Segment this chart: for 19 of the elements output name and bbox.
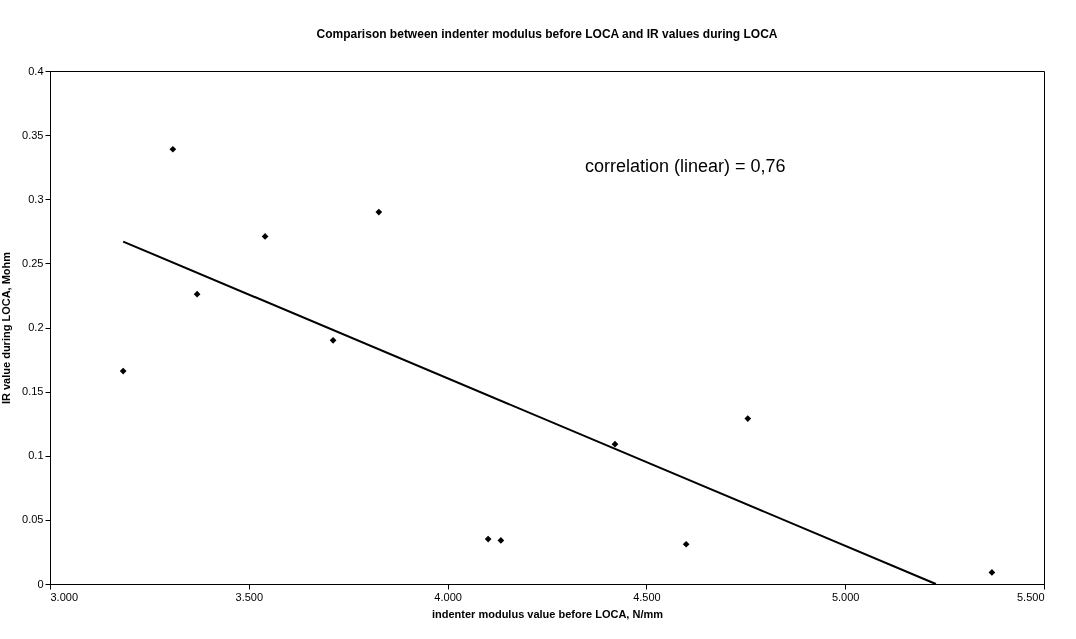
y-tick-label: 0.1 — [28, 449, 44, 462]
x-tick-label: 3.000 — [50, 590, 79, 603]
y-tick-label: 0.15 — [22, 385, 44, 398]
x-tick-label: 4.000 — [434, 590, 462, 603]
y-tick-label: 0 — [37, 577, 44, 590]
x-tick-label: 4.500 — [633, 590, 661, 603]
y-tick-label: 0.05 — [22, 513, 44, 526]
y-tick-label: 0.3 — [28, 192, 44, 205]
x-tick-label: 5.000 — [831, 590, 860, 603]
x-tick-label: 3.500 — [235, 590, 264, 603]
x-tick-label: 5.500 — [1016, 590, 1045, 603]
y-tick-label: 0.4 — [28, 64, 44, 77]
x-axis-title: indenter modulus value before LOCA, N/mm — [431, 607, 664, 620]
y-tick-label: 0.2 — [28, 321, 44, 333]
annotation: correlation (linear) = 0,76 — [585, 156, 786, 176]
chart-title: Comparison between indenter modulus before LOCA and IR values during LOCA — [316, 27, 778, 41]
y-tick-label: 0.25 — [22, 256, 44, 269]
y-axis-title: IR value during LOCA, Mohm — [0, 251, 13, 405]
y-tick-label: 0.35 — [22, 128, 44, 141]
